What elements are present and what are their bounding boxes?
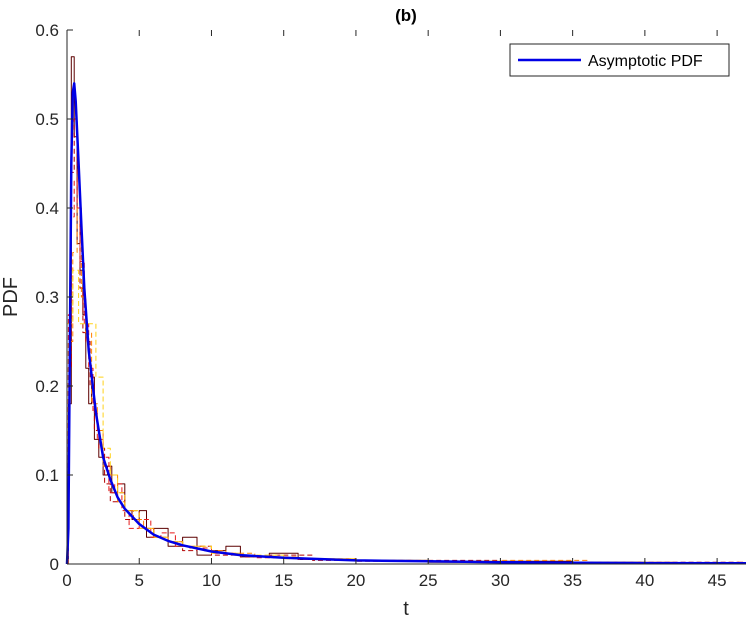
series-layer xyxy=(65,56,747,565)
y-axis-title: PDF xyxy=(0,277,22,317)
asymptotic-pdf-line xyxy=(65,82,747,565)
y-tick-label: 0.4 xyxy=(35,199,59,218)
x-tick-label: 40 xyxy=(635,571,654,590)
y-tick-label: 0.6 xyxy=(35,21,59,40)
x-tick-label: 10 xyxy=(202,571,221,590)
x-tick-label: 0 xyxy=(62,571,71,590)
legend-label-asymptotic-pdf: Asymptotic PDF xyxy=(588,53,703,70)
ticks-layer: 0 5 10 15 20 25 30 35 40 45 0 0.1 0.2 0.3 0.4 0.5 0.6 xyxy=(35,21,726,590)
x-tick-label: 25 xyxy=(419,571,438,590)
y-tick-label: 0 xyxy=(50,555,59,574)
histogram-series-2 xyxy=(67,118,744,564)
x-tick-label: 30 xyxy=(491,571,510,590)
plot-background xyxy=(67,30,746,564)
y-tick-label: 0.5 xyxy=(35,110,59,129)
x-axis-title: t xyxy=(403,598,409,620)
x-tick-label: 5 xyxy=(134,571,143,590)
x-tick-label: 20 xyxy=(346,571,365,590)
y-tick-label: 0.3 xyxy=(35,288,59,307)
x-tick-label: 35 xyxy=(563,571,582,590)
legend: Asymptotic PDF xyxy=(509,43,730,77)
chart-title: (b) xyxy=(395,6,417,25)
y-tick-label: 0.1 xyxy=(35,466,59,485)
x-tick-label: 45 xyxy=(708,571,727,590)
y-tick-label: 0.2 xyxy=(35,377,59,396)
x-tick-label: 15 xyxy=(274,571,293,590)
